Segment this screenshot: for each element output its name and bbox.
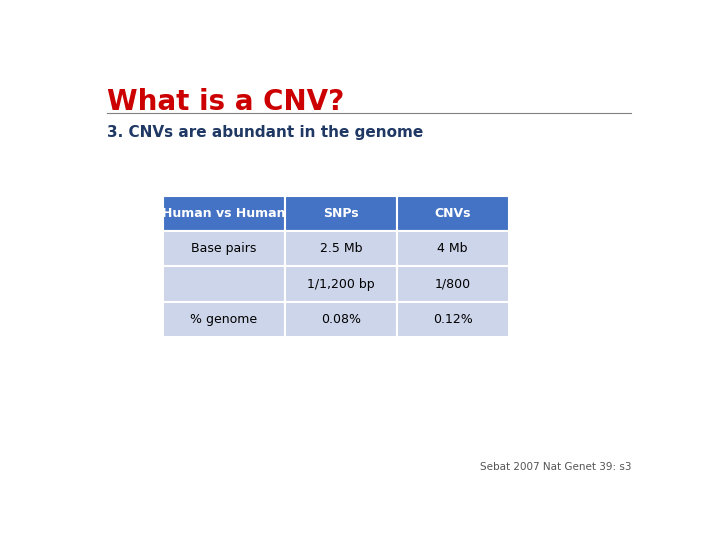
Text: CNVs: CNVs [434,207,471,220]
Text: Human vs Human: Human vs Human [162,207,286,220]
Bar [163,196,285,231]
Text: 1/1,200 bp: 1/1,200 bp [307,278,375,291]
Bar [285,231,397,266]
Bar [285,196,397,231]
Text: SNPs: SNPs [323,207,359,220]
Bar [397,302,508,337]
Bar [397,266,508,302]
Text: 4 Mb: 4 Mb [438,242,468,255]
Text: What is a CNV?: What is a CNV? [107,87,344,116]
Text: 3. CNVs are abundant in the genome: 3. CNVs are abundant in the genome [107,125,423,140]
Text: 2.5 Mb: 2.5 Mb [320,242,362,255]
Bar [163,231,285,266]
Bar [397,196,508,231]
Bar [285,266,397,302]
Bar [397,231,508,266]
Bar [285,302,397,337]
Bar [163,302,285,337]
Text: 0.12%: 0.12% [433,313,472,326]
Bar [163,266,285,302]
Text: Base pairs: Base pairs [192,242,256,255]
Text: Sebat 2007 Nat Genet 39: s3: Sebat 2007 Nat Genet 39: s3 [480,462,631,472]
Text: % genome: % genome [190,313,258,326]
Text: 0.08%: 0.08% [321,313,361,326]
Text: 1/800: 1/800 [435,278,471,291]
